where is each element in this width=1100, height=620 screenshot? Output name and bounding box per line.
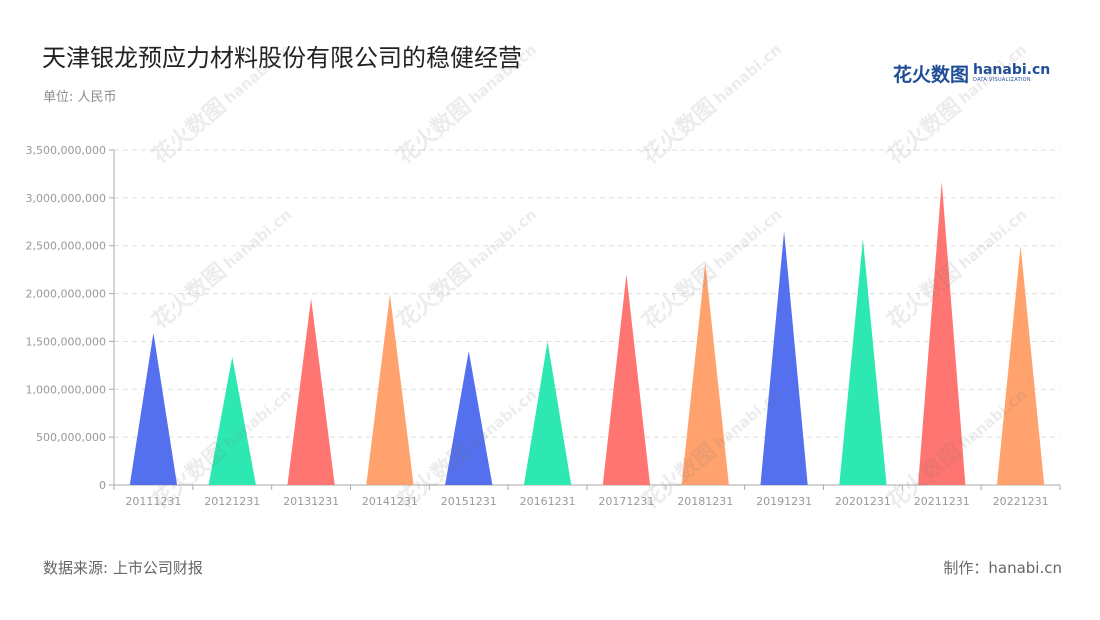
x-tick-label: 20211231 bbox=[914, 495, 970, 508]
unit-label: 单位: 人民币 bbox=[43, 90, 117, 105]
bar-triangle bbox=[129, 332, 178, 485]
x-tick-label: 20141231 bbox=[362, 495, 418, 508]
logo-chinese-text: 花火数图 bbox=[893, 63, 970, 86]
logo-english-text: hanabi.cn bbox=[973, 62, 1051, 78]
x-tick-label: 20171231 bbox=[598, 495, 654, 508]
y-tick-label: 1,500,000,000 bbox=[26, 335, 106, 348]
logo-subtitle: DATA VISUALIZATION bbox=[973, 77, 1031, 83]
x-tick-label: 20131231 bbox=[283, 495, 339, 508]
bar-triangle bbox=[208, 356, 256, 485]
x-tick-label: 20111231 bbox=[125, 495, 181, 508]
x-tick-label: 20221231 bbox=[993, 495, 1049, 508]
x-tick-label: 20181231 bbox=[677, 495, 733, 508]
x-tick-label: 20191231 bbox=[756, 495, 812, 508]
bar-triangle bbox=[523, 341, 572, 485]
chart-title: 天津银龙预应力材料股份有限公司的稳健经营 bbox=[42, 44, 522, 72]
x-tick-label: 20161231 bbox=[520, 495, 576, 508]
bar-triangle bbox=[839, 239, 887, 485]
bar-triangle bbox=[918, 181, 966, 486]
y-tick-label: 2,500,000,000 bbox=[26, 240, 106, 253]
y-tick-label: 2,000,000,000 bbox=[26, 288, 106, 301]
x-tick-label: 20151231 bbox=[441, 495, 497, 508]
x-tick-label: 20121231 bbox=[204, 495, 260, 508]
bar-triangle bbox=[996, 245, 1045, 485]
bar-triangle bbox=[760, 231, 808, 485]
y-tick-label: 3,500,000,000 bbox=[26, 144, 106, 157]
credit-text: 制作：hanabi.cn bbox=[943, 559, 1062, 577]
logo-english-block: hanabi.cn DATA VISUALIZATION bbox=[973, 63, 1050, 83]
data-source: 数据来源: 上市公司财报 bbox=[43, 559, 203, 577]
y-tick-label: 500,000,000 bbox=[36, 431, 106, 444]
y-tick-label: 1,000,000,000 bbox=[26, 383, 106, 396]
y-tick-label: 3,000,000,000 bbox=[26, 192, 106, 205]
x-tick-label: 20201231 bbox=[835, 495, 891, 508]
bar-triangle bbox=[681, 262, 729, 485]
bar-triangle bbox=[445, 351, 493, 485]
brand-logo: 花火数图 hanabi.cn DATA VISUALIZATION bbox=[893, 60, 1050, 86]
bar-triangle bbox=[287, 298, 335, 485]
bar-triangle bbox=[366, 294, 414, 485]
y-tick-label: 0 bbox=[99, 479, 106, 492]
bar-triangle bbox=[602, 274, 651, 485]
